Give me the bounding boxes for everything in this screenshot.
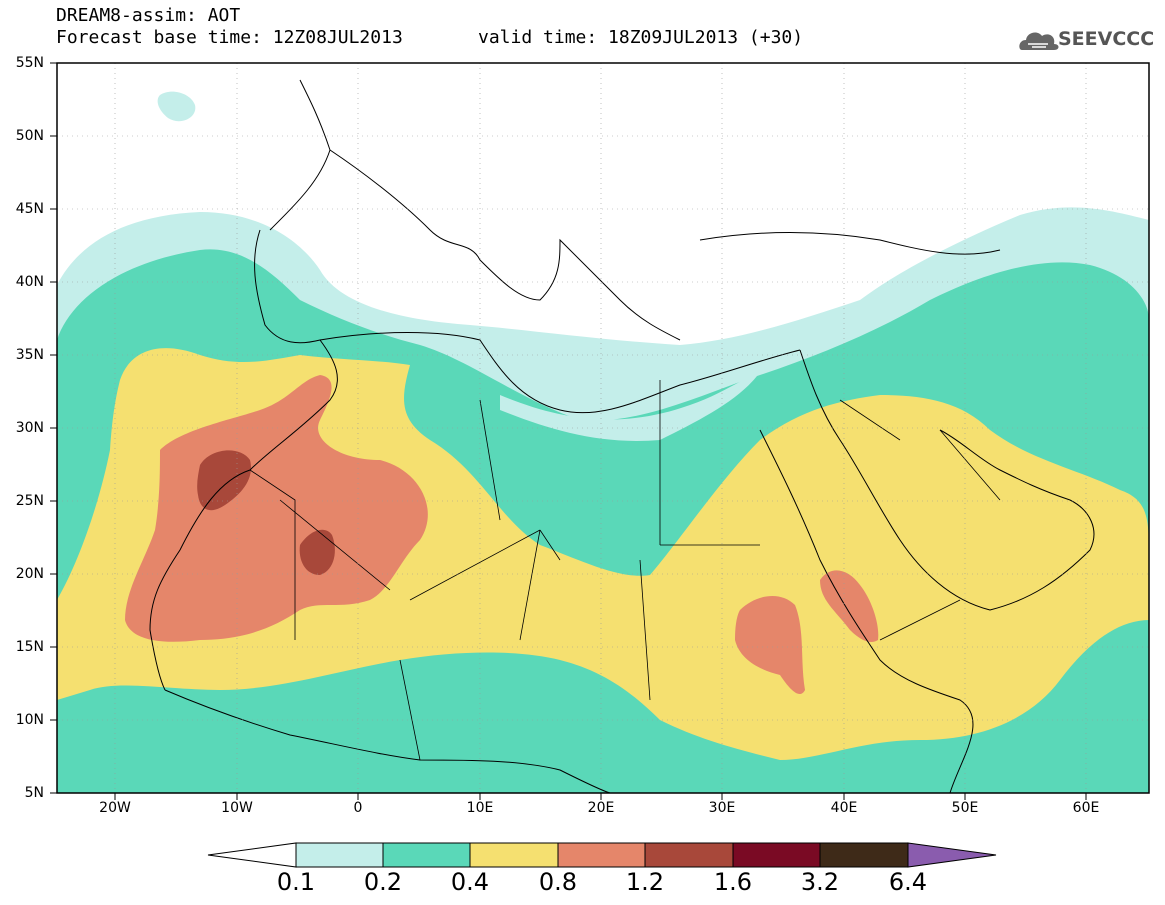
lon-label: 10E	[466, 800, 494, 816]
lat-label: 10N	[15, 712, 44, 728]
lon-label: 40E	[830, 800, 858, 816]
border-lines	[249, 380, 1001, 761]
lat-label: 55N	[15, 55, 44, 71]
colorbar-label: 0.2	[363, 868, 403, 896]
lat-label: 50N	[15, 128, 44, 144]
lon-label: 10W	[221, 800, 253, 816]
colorbar-label: 0.8	[538, 868, 578, 896]
axis-ticks	[50, 62, 1087, 800]
colorbar-label: 1.6	[713, 868, 753, 896]
coast-iberia-africa	[149, 229, 338, 691]
coast-europe	[269, 79, 1001, 341]
logo-text: SEEVCCC	[1058, 28, 1155, 50]
seevccc-cloud-icon	[1019, 32, 1059, 50]
forecast-base-time: Forecast base time: 12Z08JUL2013	[56, 27, 403, 48]
graticule	[57, 63, 1149, 793]
lat-label: 30N	[15, 420, 44, 436]
lat-label: 5N	[24, 785, 44, 801]
lat-label: 15N	[15, 639, 44, 655]
coast-east-africa	[759, 429, 974, 793]
lon-label: 0	[353, 800, 363, 816]
aot-band-1.2-a	[197, 450, 251, 511]
lat-label: 35N	[15, 347, 44, 363]
lon-label: 20W	[99, 800, 131, 816]
valid-time: valid time: 18Z09JUL2013 (+30)	[478, 27, 804, 48]
coast-west-africa	[164, 689, 611, 793]
lon-label: 30E	[708, 800, 736, 816]
colorbar-label: 0.1	[276, 868, 316, 896]
aot-band-0.8-sudan	[735, 595, 805, 695]
colorbar-label: 3.2	[800, 868, 840, 896]
lat-label: 25N	[15, 493, 44, 509]
lat-label: 20N	[15, 566, 44, 582]
lon-label: 60E	[1072, 800, 1100, 816]
aot-clear-sea	[500, 372, 760, 441]
lat-label: 45N	[15, 201, 44, 217]
coast-arabia	[799, 349, 1095, 611]
aot-contours	[57, 91, 1149, 793]
aot-patch-north	[157, 91, 196, 122]
lon-label: 50E	[951, 800, 979, 816]
colorbar-label: 6.4	[888, 868, 928, 896]
coastlines	[149, 79, 1095, 793]
lat-label: 40N	[15, 274, 44, 290]
coast-north-africa	[319, 332, 801, 414]
map-title: DREAM8-assim: AOT	[56, 5, 241, 26]
colorbar-label: 1.2	[625, 868, 665, 896]
lon-label: 20E	[587, 800, 615, 816]
aot-band-1.2-b	[299, 529, 335, 575]
colorbar-label: 0.4	[450, 868, 490, 896]
aot-band-0.8-west	[125, 375, 428, 642]
